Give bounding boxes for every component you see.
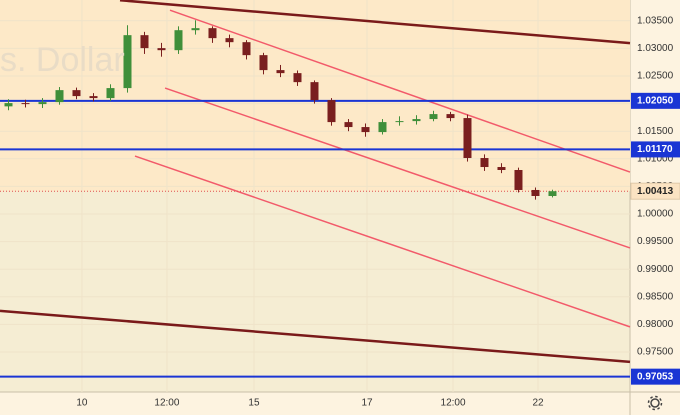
y-tick-label: 0.98500 [637, 291, 674, 302]
y-tick-label: 0.99500 [637, 236, 674, 247]
candle-body [225, 38, 234, 43]
y-tick-label: 1.03000 [637, 43, 674, 54]
candle-body [72, 90, 81, 97]
settings-icon[interactable] [647, 395, 663, 411]
trend-line [0, 309, 631, 364]
level-label-box [631, 141, 680, 158]
candle-body [293, 73, 302, 83]
candle-body [123, 35, 132, 89]
candle-body [276, 70, 285, 74]
candle-body [344, 122, 353, 128]
x-tick-label: 12:00 [441, 398, 466, 409]
candle-body [38, 102, 47, 105]
candle-body [242, 42, 251, 56]
candle-body [259, 55, 268, 71]
y-tick-label: 0.98000 [637, 319, 674, 330]
level-label-box [630, 182, 680, 200]
x-tick-label: 10 [76, 398, 88, 409]
layers: 1.035001.030001.025001.020001.015001.010… [0, 0, 674, 409]
candle-body [548, 191, 557, 196]
level-label: 1.02050 [637, 95, 674, 106]
candle-body [157, 48, 166, 51]
level-label: 0.97053 [637, 371, 674, 382]
candle-body [310, 82, 319, 101]
candle-body [140, 35, 149, 49]
candle-body [446, 114, 455, 119]
candle-body [327, 100, 336, 123]
trend-line [169, 9, 631, 173]
candle-body [412, 119, 421, 122]
y-tick-label: 1.00000 [637, 209, 674, 220]
candle-body [514, 170, 523, 190]
candle-body [395, 121, 404, 123]
level-label-box [631, 92, 680, 109]
y-tick-label: 0.99000 [637, 264, 674, 275]
candle-body [4, 103, 13, 107]
candle-body [463, 118, 472, 159]
level-label: 1.00413 [637, 186, 674, 197]
candle-body [531, 189, 540, 196]
y-tick-label: 0.97500 [637, 347, 674, 358]
x-tick-label: 22 [532, 398, 544, 409]
candle-body [21, 103, 30, 105]
y-tick-label: 1.01500 [637, 126, 674, 137]
candle-body [191, 28, 200, 31]
candle-body [174, 30, 183, 51]
trend-line [119, 0, 631, 45]
candle-body [429, 114, 438, 120]
candle-body [208, 28, 217, 39]
trend-line [164, 87, 631, 249]
x-tick-label: 12:00 [154, 398, 179, 409]
y-tick-label: 1.01000 [637, 153, 674, 164]
x-tick-label: 17 [361, 398, 373, 409]
candle-body [497, 167, 506, 171]
y-tick-label: 1.03500 [637, 15, 674, 26]
x-tick-label: 15 [248, 398, 260, 409]
candle-body [89, 96, 98, 99]
candle-body [106, 88, 115, 99]
trend-line [134, 155, 631, 328]
candle-body [361, 127, 370, 133]
candle-body [480, 158, 489, 168]
watermark: s. Dollar [0, 41, 125, 79]
candle-body [378, 122, 387, 133]
level-label-box [631, 368, 680, 385]
y-tick-label: 1.02500 [637, 71, 674, 82]
candle-body [55, 90, 64, 103]
level-label: 1.01170 [637, 144, 673, 155]
